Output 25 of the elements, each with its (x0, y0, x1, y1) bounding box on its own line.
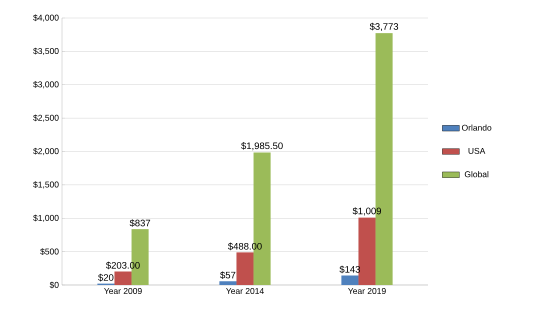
legend-label: Global (464, 171, 488, 178)
y-tick-label: $4,000 (33, 14, 59, 22)
y-tick-label: $2,000 (33, 148, 59, 156)
y-tick-label: $3,000 (33, 81, 59, 88)
x-tick-label: Year 2014 (226, 288, 264, 294)
y-tick-label: $2,500 (33, 114, 59, 122)
bar (358, 218, 376, 285)
y-tick-label: $500 (40, 248, 59, 256)
y-tick-label: $3,500 (33, 48, 59, 56)
bar (236, 252, 254, 285)
legend-label: Orlando (462, 124, 492, 131)
legend-label: USA (468, 148, 486, 154)
bar (219, 281, 236, 285)
data-label: $20 (98, 274, 114, 282)
data-label: $1,985.50 (241, 142, 283, 150)
y-tick-label: $1,500 (33, 181, 59, 189)
bar (114, 271, 132, 285)
y-tick-label: $0 (50, 282, 59, 288)
x-tick-label: Year 2009 (104, 288, 142, 294)
data-label: $3,773 (370, 22, 398, 31)
y-tick-label: $1,000 (33, 214, 59, 222)
data-label: $57 (220, 271, 236, 279)
data-label: $837 (130, 219, 150, 227)
bar (341, 275, 358, 285)
x-tick-label: Year 2019 (348, 288, 386, 294)
